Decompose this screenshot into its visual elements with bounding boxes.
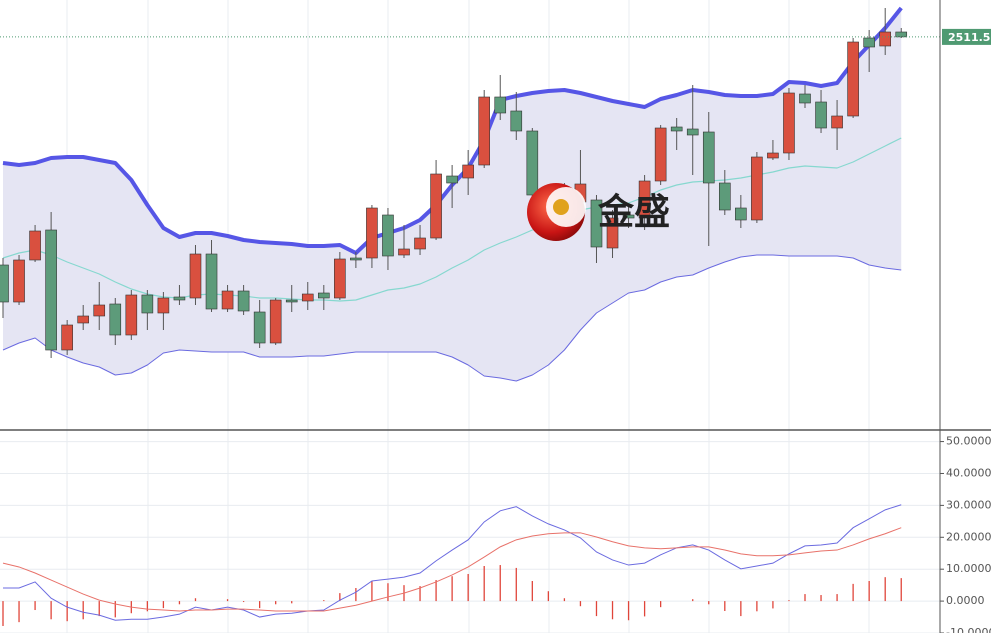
candle-body — [366, 207, 378, 259]
candle-body — [237, 290, 250, 312]
candle-body — [670, 126, 683, 132]
last-price-box — [942, 28, 991, 45]
candle-body — [157, 297, 170, 314]
candle-body — [221, 290, 234, 310]
axis-labels: 2511.55 50.0000 40.0000 30.0000 20.0000 10.00… — [940, 28, 991, 633]
candle-body — [494, 96, 507, 114]
macd-line — [2, 527, 902, 612]
candle-body — [606, 217, 619, 249]
band-line — [2, 254, 902, 382]
candle-body — [654, 127, 667, 182]
candle-body — [109, 303, 122, 336]
candle-body — [125, 294, 138, 336]
last-price-label: 2511.55 — [948, 31, 991, 44]
candle-body — [510, 110, 523, 132]
candle-body — [45, 229, 57, 351]
price-panel — [0, 6, 940, 382]
candle-body — [269, 299, 282, 344]
candle-body — [895, 31, 908, 38]
candle-body — [590, 199, 603, 248]
candle-body — [879, 31, 892, 47]
candle-body — [847, 41, 859, 117]
candle-body — [398, 248, 410, 256]
candle-body — [622, 214, 635, 219]
candle-body — [702, 131, 715, 184]
candle-body — [205, 253, 218, 310]
candle-body — [831, 115, 843, 129]
candle-body — [141, 294, 154, 314]
macd-panel — [0, 441, 940, 633]
watermark-text: 金盛 — [597, 191, 670, 233]
candle-body — [93, 304, 106, 317]
candle-body — [382, 214, 394, 257]
candle-body — [686, 128, 699, 136]
y-tick-label: 40.0000 — [946, 466, 991, 479]
candle-body — [718, 182, 731, 211]
candle-body — [783, 92, 795, 154]
candle-body — [189, 253, 202, 299]
candle-body — [638, 180, 651, 219]
y-tick-label: 20.0000 — [946, 530, 991, 543]
candle-body — [301, 293, 314, 302]
watermark: 金盛 — [527, 183, 670, 241]
candle-body — [815, 101, 827, 129]
candle-body — [767, 152, 779, 159]
y-tick-label: -10.0000 — [946, 626, 991, 633]
candle-body — [317, 292, 330, 299]
y-tick-label: 50.0000 — [946, 435, 991, 448]
candle-body — [462, 164, 474, 179]
logo-coin — [553, 199, 569, 215]
candle-body — [414, 237, 426, 250]
candle-body — [0, 264, 9, 303]
candle-body — [799, 93, 811, 104]
macd-line — [3, 504, 902, 621]
candle-body — [13, 259, 25, 303]
candle-body — [334, 258, 346, 299]
candle-body — [350, 257, 362, 261]
candle-body — [285, 299, 298, 303]
candle-body — [751, 156, 763, 221]
y-tick-label: 10.0000 — [946, 562, 991, 575]
candle-body — [446, 175, 458, 184]
candle-body — [526, 130, 539, 196]
candle-body — [478, 96, 491, 166]
candle-body — [253, 311, 266, 344]
candle-body — [29, 230, 41, 261]
candle-body — [77, 315, 89, 324]
candle-body — [173, 296, 186, 301]
candle-body — [863, 37, 875, 48]
candle-body — [61, 324, 73, 351]
y-tick-label: 0.0000 — [946, 594, 985, 607]
candle-body — [735, 207, 747, 221]
y-tick-label: 30.0000 — [946, 498, 991, 511]
candle-body — [430, 173, 442, 239]
